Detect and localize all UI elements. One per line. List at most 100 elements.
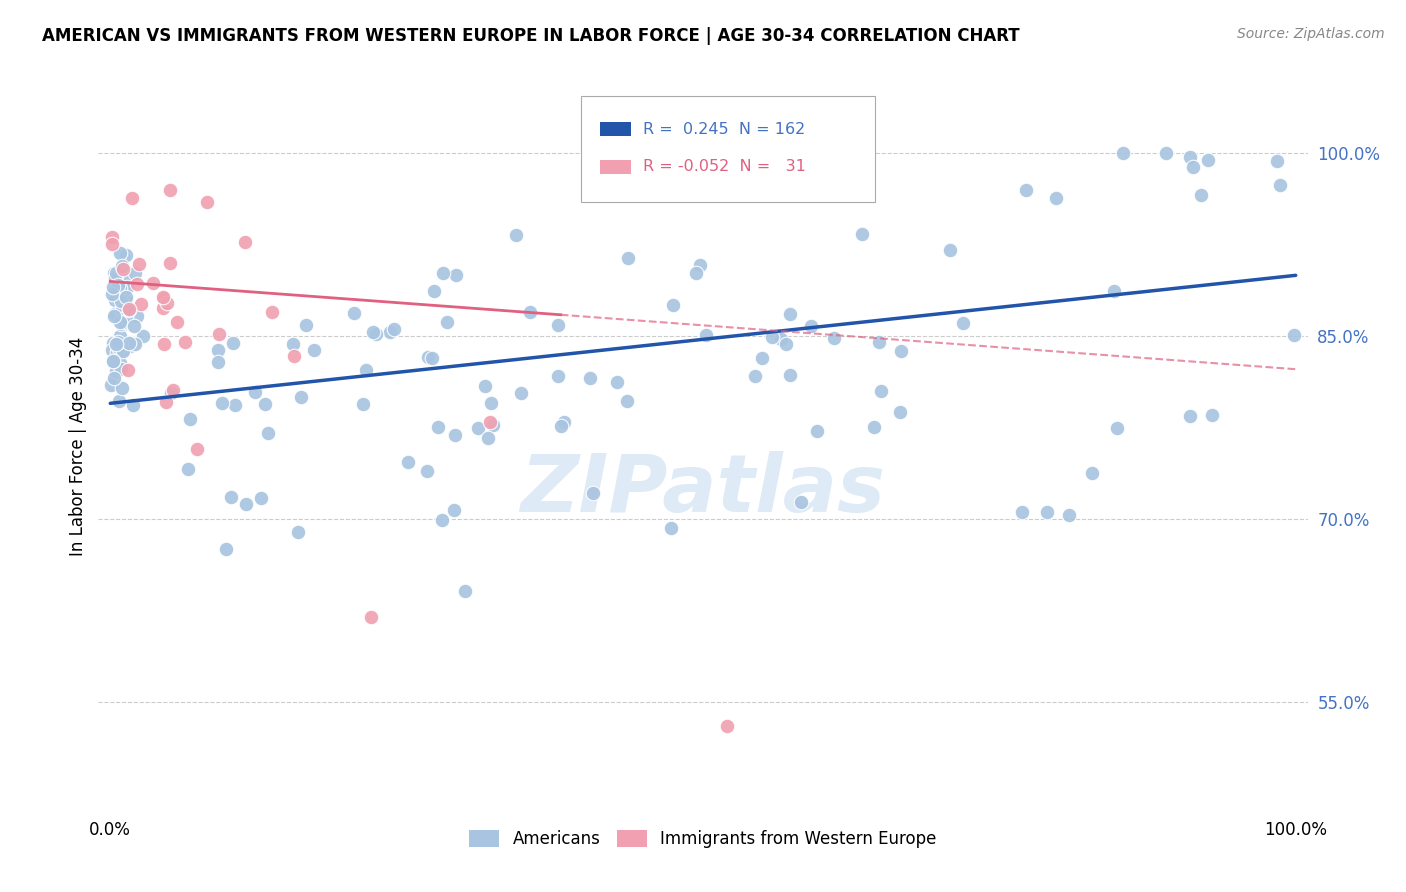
Point: [125, 309, 148, 323]
Point: [111, 318, 134, 332]
Point: [103, 266, 125, 280]
Point: [122, 398, 145, 412]
Point: [689, 258, 711, 272]
Point: [1201, 408, 1223, 422]
Point: [114, 310, 136, 324]
Point: [432, 266, 454, 280]
Point: [824, 331, 846, 345]
Point: [104, 307, 127, 321]
Point: [510, 386, 533, 401]
Point: [110, 302, 132, 317]
Point: [659, 521, 682, 535]
Point: [302, 343, 325, 357]
Point: [751, 351, 773, 365]
Point: [115, 305, 138, 319]
Point: [1035, 505, 1057, 519]
Point: [550, 419, 572, 434]
Point: [869, 334, 891, 349]
Point: [207, 343, 229, 357]
Point: [790, 495, 813, 509]
Point: [132, 329, 155, 343]
Point: [114, 290, 136, 304]
Point: [364, 327, 387, 342]
Point: [107, 277, 129, 292]
Point: [454, 584, 477, 599]
Point: [235, 497, 257, 511]
Point: [208, 326, 231, 341]
Point: [118, 302, 141, 317]
Point: [177, 462, 200, 476]
Point: [443, 503, 465, 517]
Point: [427, 420, 450, 434]
Point: [578, 370, 600, 384]
Point: [769, 332, 792, 346]
Point: [186, 442, 208, 457]
Point: [107, 341, 129, 355]
Point: [110, 329, 132, 343]
Point: [744, 368, 766, 383]
Point: [547, 369, 569, 384]
Point: [118, 335, 141, 350]
Text: R =  0.245  N = 162: R = 0.245 N = 162: [643, 122, 804, 136]
Point: [101, 354, 124, 368]
Point: [834, 157, 856, 171]
Point: [166, 315, 188, 329]
Point: [111, 303, 134, 318]
Point: [1112, 146, 1135, 161]
Point: [118, 301, 141, 316]
Text: Source: ZipAtlas.com: Source: ZipAtlas.com: [1237, 27, 1385, 41]
Point: [467, 421, 489, 435]
Point: [153, 336, 176, 351]
Point: [505, 228, 527, 243]
Point: [124, 318, 146, 333]
Point: [222, 335, 245, 350]
Point: [112, 343, 135, 358]
Point: [779, 307, 801, 321]
Point: [128, 257, 150, 271]
Point: [806, 424, 828, 438]
Point: [142, 277, 165, 291]
Point: [103, 280, 125, 294]
Point: [121, 191, 143, 205]
Point: [582, 485, 605, 500]
Point: [1156, 146, 1178, 161]
Point: [108, 245, 131, 260]
Point: [474, 379, 496, 393]
Point: [416, 464, 439, 478]
Point: [111, 299, 134, 313]
Point: [101, 336, 124, 351]
Point: [1045, 192, 1067, 206]
Point: [553, 415, 575, 429]
Point: [939, 243, 962, 257]
Point: [104, 293, 127, 308]
Point: [101, 229, 124, 244]
Point: [1178, 409, 1201, 423]
Point: [1189, 188, 1212, 202]
Point: [1105, 421, 1128, 435]
Point: [221, 491, 243, 505]
Point: [1104, 284, 1126, 298]
Point: [606, 375, 628, 389]
Point: [1011, 505, 1033, 519]
Point: [111, 343, 134, 357]
Point: [104, 269, 127, 284]
Point: [889, 405, 911, 419]
Point: [233, 235, 256, 250]
Point: [890, 343, 912, 358]
Point: [160, 385, 183, 400]
Point: [477, 431, 499, 445]
Point: [436, 315, 458, 329]
Point: [547, 318, 569, 333]
Point: [103, 309, 125, 323]
Point: [110, 361, 132, 376]
Point: [755, 183, 778, 197]
Point: [685, 266, 707, 280]
Point: [479, 395, 502, 409]
Legend: Americans, Immigrants from Western Europe: Americans, Immigrants from Western Europ…: [463, 823, 943, 855]
Point: [250, 491, 273, 505]
Point: [662, 298, 685, 312]
Point: [290, 390, 312, 404]
Point: [444, 428, 467, 442]
Point: [129, 297, 152, 311]
Point: [103, 371, 125, 385]
